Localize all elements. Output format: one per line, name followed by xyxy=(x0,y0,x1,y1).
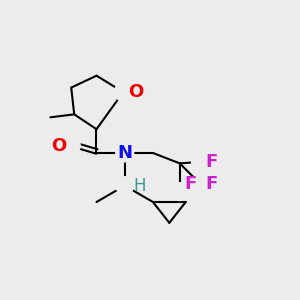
Circle shape xyxy=(192,153,209,171)
Text: F: F xyxy=(205,175,217,193)
Circle shape xyxy=(62,136,80,154)
Circle shape xyxy=(192,175,209,193)
Circle shape xyxy=(116,144,134,162)
Circle shape xyxy=(114,83,132,101)
Text: F: F xyxy=(205,153,217,171)
Circle shape xyxy=(171,183,189,200)
Text: N: N xyxy=(117,144,132,162)
Text: O: O xyxy=(52,136,67,154)
Text: H: H xyxy=(133,177,145,195)
Text: O: O xyxy=(128,83,143,101)
Text: F: F xyxy=(184,175,196,193)
Circle shape xyxy=(116,177,134,195)
